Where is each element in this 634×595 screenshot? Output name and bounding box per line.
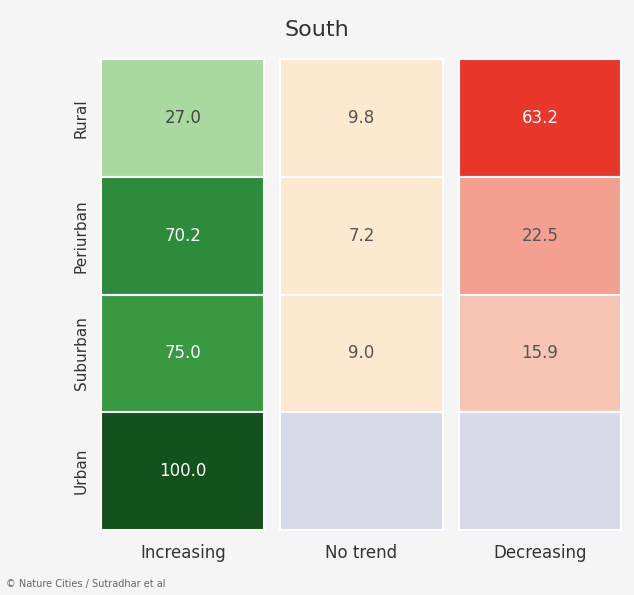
Text: No trend: No trend bbox=[325, 544, 398, 562]
Text: © Nature Cities / Sutradhar et al: © Nature Cities / Sutradhar et al bbox=[6, 579, 166, 589]
Bar bbox=[280, 295, 443, 412]
Bar bbox=[101, 60, 264, 177]
Text: Increasing: Increasing bbox=[140, 544, 226, 562]
Bar bbox=[101, 412, 264, 530]
Text: Rural: Rural bbox=[74, 98, 89, 138]
Text: 70.2: 70.2 bbox=[164, 227, 201, 245]
Text: Urban: Urban bbox=[74, 447, 89, 494]
Text: 9.8: 9.8 bbox=[348, 109, 375, 127]
Text: 9.0: 9.0 bbox=[348, 345, 375, 362]
Text: 27.0: 27.0 bbox=[164, 109, 201, 127]
Bar bbox=[280, 60, 443, 177]
Bar bbox=[101, 295, 264, 412]
Text: 63.2: 63.2 bbox=[521, 109, 559, 127]
Text: Periurban: Periurban bbox=[74, 199, 89, 273]
Bar bbox=[101, 177, 264, 295]
Text: 7.2: 7.2 bbox=[348, 227, 375, 245]
Text: 22.5: 22.5 bbox=[521, 227, 559, 245]
Bar bbox=[458, 412, 621, 530]
Text: 15.9: 15.9 bbox=[522, 345, 559, 362]
Text: Suburban: Suburban bbox=[74, 317, 89, 390]
Bar bbox=[458, 60, 621, 177]
Bar bbox=[280, 177, 443, 295]
Text: South: South bbox=[285, 20, 349, 40]
Text: Decreasing: Decreasing bbox=[493, 544, 586, 562]
Text: 100.0: 100.0 bbox=[159, 462, 207, 480]
Bar bbox=[458, 177, 621, 295]
Text: 75.0: 75.0 bbox=[164, 345, 201, 362]
Bar bbox=[458, 295, 621, 412]
Bar bbox=[280, 412, 443, 530]
